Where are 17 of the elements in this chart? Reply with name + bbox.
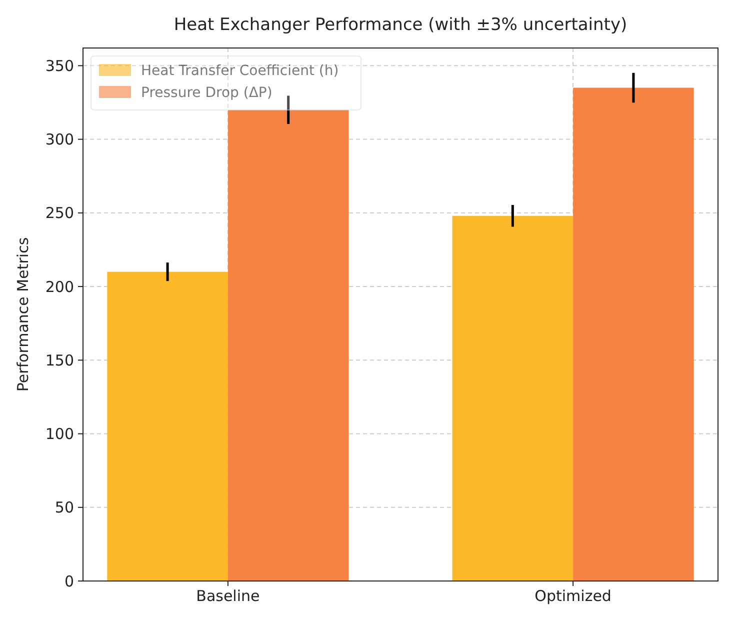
y-tick-label: 100: [45, 425, 74, 444]
bar: [107, 272, 228, 581]
bar: [573, 88, 694, 581]
y-tick-label: 150: [45, 351, 74, 370]
x-tick-label: Baseline: [196, 587, 260, 605]
y-tick-label: 250: [45, 204, 74, 222]
chart-title: Heat Exchanger Performance (with ±3% uncertainty): [174, 15, 628, 35]
y-axis-title: Performance Metrics: [14, 237, 32, 392]
bar: [452, 216, 574, 581]
y-tick-label: 350: [45, 56, 74, 75]
legend-label: Heat Transfer Coefficient (h): [141, 63, 339, 79]
legend-label: Pressure Drop (ΔP): [141, 85, 272, 101]
y-tick-label: 300: [45, 130, 74, 149]
x-tick-label: Optimized: [534, 587, 612, 605]
y-tick-label: 50: [54, 498, 74, 517]
y-tick-label: 0: [64, 572, 74, 590]
y-tick-label: 200: [45, 278, 74, 296]
